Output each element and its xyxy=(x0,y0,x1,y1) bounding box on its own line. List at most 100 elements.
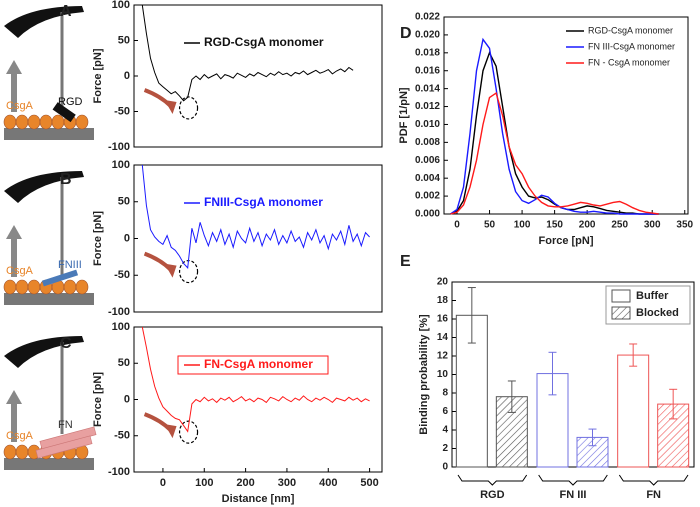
x-tick-label: FN xyxy=(646,489,661,501)
cantilever xyxy=(4,336,84,368)
y-tick-label: 2 xyxy=(442,443,448,454)
substrate-label: CsgA xyxy=(6,430,34,442)
category-bracket xyxy=(618,474,689,486)
arrow-head xyxy=(6,60,22,74)
y-tick-label: 14 xyxy=(437,332,449,343)
y-tick-label: 0 xyxy=(124,232,130,244)
cantilever xyxy=(4,6,84,38)
ligand xyxy=(52,102,76,123)
y-tick-label: 12 xyxy=(437,351,449,362)
ligand-label: FNIII xyxy=(58,259,82,271)
y-tick-label: 4 xyxy=(442,425,448,436)
y-tick-label: -50 xyxy=(114,105,130,117)
legend-label: Buffer xyxy=(636,290,669,302)
y-tick-label: 50 xyxy=(118,34,130,46)
y-axis-title: PDF [1/pN] xyxy=(398,87,410,144)
panel-letter: A xyxy=(60,3,72,20)
cartoon-b: CsgA FNIII xyxy=(3,171,94,305)
y-tick-label: -50 xyxy=(114,430,130,442)
y-tick-label: 0.012 xyxy=(415,101,440,112)
arrow-head xyxy=(6,225,22,239)
panel-letter: C xyxy=(60,335,72,352)
y-tick-label: 20 xyxy=(437,277,449,288)
x-tick-label: 300 xyxy=(278,477,296,489)
x-tick-label: 100 xyxy=(195,477,213,489)
legend-label: RGD-CsgA monomer xyxy=(204,35,324,49)
x-axis-title: Distance [nm] xyxy=(222,493,295,505)
x-tick-label: 500 xyxy=(360,477,378,489)
y-tick-label: -100 xyxy=(108,466,130,478)
x-tick-label: 250 xyxy=(611,220,628,231)
y-tick-label: 0.008 xyxy=(415,137,440,148)
y-axis-title: Binding probability [%] xyxy=(418,314,430,435)
cartoon-a: CsgA RGD xyxy=(3,6,94,140)
legend-swatch xyxy=(611,289,631,303)
y-tick-label: -100 xyxy=(108,306,130,318)
series-line xyxy=(450,37,659,215)
y-tick-label: -100 xyxy=(108,141,130,153)
x-tick-label: 200 xyxy=(579,220,596,231)
legend-swatch xyxy=(611,306,631,320)
substrate xyxy=(4,293,94,305)
rupture-marker xyxy=(178,420,199,444)
y-axis-title: Force [pN] xyxy=(92,48,104,103)
legend-frame xyxy=(177,355,329,375)
series-line xyxy=(450,91,659,215)
y-tick-label: -50 xyxy=(114,269,130,281)
y-tick-label: 100 xyxy=(112,321,130,333)
cartoon-c: CsgA FN xyxy=(3,336,97,470)
panel-letter: B xyxy=(60,171,72,188)
ligand-label: FN xyxy=(58,419,73,431)
series-line xyxy=(450,51,659,215)
y-tick-label: 0.002 xyxy=(415,191,440,202)
y-tick-label: 0.004 xyxy=(415,173,440,184)
y-tick-label: 50 xyxy=(118,196,130,208)
y-axis-title: Force [pN] xyxy=(92,211,104,266)
series-line xyxy=(141,164,370,270)
plot-frame xyxy=(133,4,383,148)
legend-label: RGD-CsgA monomer xyxy=(588,25,673,35)
arrow-head xyxy=(6,390,22,404)
y-tick-label: 100 xyxy=(112,159,130,171)
y-tick-label: 0.020 xyxy=(415,30,440,41)
category-bracket xyxy=(457,474,528,486)
x-tick-label: 350 xyxy=(676,220,693,231)
y-tick-label: 0.006 xyxy=(415,155,440,166)
y-tick-label: 8 xyxy=(442,388,448,399)
series-line xyxy=(141,4,354,102)
y-tick-label: 0 xyxy=(124,393,130,405)
retraction-arrow-head xyxy=(164,424,177,439)
y-tick-label: 0.000 xyxy=(415,209,440,220)
substrate xyxy=(4,128,94,140)
substrate-label: CsgA xyxy=(6,100,34,112)
panel-letter: E xyxy=(400,253,411,270)
x-tick-label: 0 xyxy=(160,477,166,489)
y-tick-label: 0.016 xyxy=(415,65,440,76)
x-tick-label: 400 xyxy=(319,477,337,489)
legend-label: FN III-CsgA monomer xyxy=(588,41,675,51)
x-tick-label: 50 xyxy=(484,220,496,231)
substrate-label: CsgA xyxy=(6,265,34,277)
rupture-marker xyxy=(178,96,199,120)
retraction-arrow-head xyxy=(164,99,177,114)
x-tick-label: FN III xyxy=(560,489,587,501)
plot-frame xyxy=(133,164,383,313)
ligand-label: RGD xyxy=(58,96,83,108)
y-tick-label: 0.014 xyxy=(415,83,440,94)
y-tick-label: 6 xyxy=(442,406,448,417)
y-axis-title: Force [pN] xyxy=(92,372,104,427)
ligand xyxy=(35,435,93,459)
y-tick-label: 0 xyxy=(442,462,448,473)
retraction-arrow-head xyxy=(164,263,177,278)
csga-beads xyxy=(3,114,89,130)
y-tick-label: 10 xyxy=(437,369,449,380)
panel-letter: D xyxy=(400,25,412,42)
substrate xyxy=(4,458,94,470)
ligand xyxy=(41,269,79,287)
x-tick-label: 200 xyxy=(236,477,254,489)
category-bracket xyxy=(538,474,608,486)
y-tick-label: 0.018 xyxy=(415,47,440,58)
plot-frame xyxy=(443,16,689,215)
y-tick-label: 50 xyxy=(118,357,130,369)
